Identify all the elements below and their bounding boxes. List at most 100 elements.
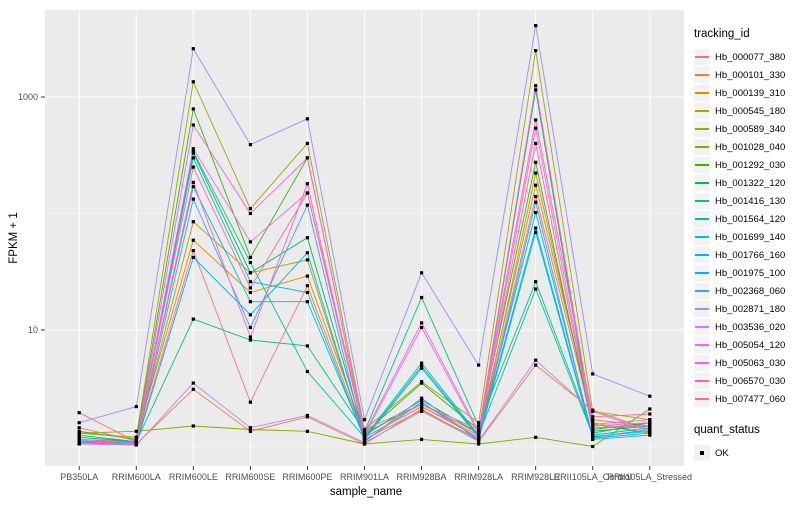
data-point bbox=[591, 372, 595, 376]
data-point bbox=[77, 431, 81, 435]
data-point bbox=[362, 433, 367, 437]
quant-status-legend: quant_status OK bbox=[694, 424, 798, 462]
data-point bbox=[362, 441, 367, 445]
legend-item: Hb_002368_060 bbox=[694, 282, 798, 300]
data-point bbox=[191, 47, 195, 51]
x-tick-label: RRII105LA_Control bbox=[554, 472, 632, 482]
data-point bbox=[648, 412, 652, 416]
line-swatch-icon bbox=[695, 74, 709, 76]
data-point bbox=[591, 431, 595, 435]
legend-item: Hb_001292_030 bbox=[694, 156, 798, 174]
data-point bbox=[534, 200, 538, 204]
line-swatch-icon bbox=[695, 326, 709, 328]
data-point bbox=[248, 271, 252, 275]
legend-item: Hb_007477_060 bbox=[694, 390, 798, 408]
data-point bbox=[477, 439, 481, 443]
data-point bbox=[477, 363, 481, 367]
line-swatch-icon bbox=[695, 308, 709, 310]
data-point bbox=[305, 369, 309, 374]
x-axis-title: sample_name bbox=[329, 486, 403, 498]
legend-key-box bbox=[694, 157, 710, 173]
data-point bbox=[305, 258, 309, 262]
legend-item-label: Hb_001322_120 bbox=[715, 177, 786, 189]
data-point bbox=[248, 260, 252, 265]
legend-key-box bbox=[694, 265, 710, 281]
data-point bbox=[534, 230, 538, 234]
legend-item: Hb_001028_040 bbox=[694, 138, 798, 156]
data-point bbox=[134, 442, 138, 446]
legend-key-box bbox=[694, 229, 710, 245]
legend-item-label: Hb_001292_030 bbox=[715, 159, 786, 171]
data-point bbox=[191, 238, 195, 242]
legend-title-tracking-id: tracking_id bbox=[694, 28, 750, 40]
line-swatch-icon bbox=[695, 92, 709, 94]
x-tick-label: RRIM928LE bbox=[511, 472, 560, 482]
data-point bbox=[248, 286, 252, 290]
data-point bbox=[77, 442, 81, 446]
legend-key-box bbox=[694, 193, 710, 209]
data-point bbox=[248, 211, 252, 216]
data-point bbox=[305, 251, 309, 255]
line-swatch-icon bbox=[695, 362, 709, 364]
data-point bbox=[534, 280, 538, 284]
data-point bbox=[248, 280, 252, 284]
data-point bbox=[420, 366, 424, 370]
data-point bbox=[248, 400, 252, 404]
data-point bbox=[420, 271, 424, 275]
line-swatch-icon bbox=[695, 290, 709, 292]
data-point bbox=[191, 424, 195, 428]
data-point bbox=[134, 405, 138, 409]
data-point bbox=[477, 424, 481, 428]
y-tick-label: 10 bbox=[28, 325, 38, 335]
data-point bbox=[305, 429, 309, 433]
data-point bbox=[648, 421, 652, 425]
data-point bbox=[534, 49, 538, 53]
legend-item: Hb_001564_120 bbox=[694, 210, 798, 228]
data-point bbox=[591, 418, 595, 422]
data-point bbox=[305, 413, 309, 417]
data-point bbox=[534, 171, 538, 175]
data-point bbox=[77, 433, 81, 437]
legend-item: Hb_005063_030 bbox=[694, 354, 798, 372]
legend-key-box bbox=[694, 121, 710, 137]
legend-key-box bbox=[694, 103, 710, 119]
line-swatch-icon bbox=[695, 236, 709, 238]
legend-key-box bbox=[694, 67, 710, 83]
y-axis-title: FPKM + 1 bbox=[8, 212, 20, 264]
data-point bbox=[477, 427, 481, 432]
data-point bbox=[77, 426, 81, 430]
legend-key-box bbox=[694, 247, 710, 263]
data-point bbox=[420, 400, 424, 404]
data-point bbox=[305, 344, 309, 348]
data-point bbox=[534, 84, 538, 88]
legend-item-label: OK bbox=[715, 447, 729, 459]
data-point bbox=[248, 255, 252, 259]
y-tick-label: 1000 bbox=[18, 92, 38, 102]
legend-item-label: Hb_001564_120 bbox=[715, 213, 786, 225]
data-point bbox=[248, 325, 252, 330]
legend-item-label: Hb_000139_310 bbox=[715, 87, 786, 99]
data-point bbox=[591, 422, 595, 426]
data-point bbox=[191, 255, 195, 259]
data-point bbox=[534, 126, 538, 130]
data-point bbox=[534, 287, 538, 291]
point-swatch-icon bbox=[700, 451, 704, 455]
legend-key-box bbox=[694, 355, 710, 371]
data-point bbox=[248, 240, 252, 244]
legend-item-label: Hb_000589_340 bbox=[715, 123, 786, 135]
data-point bbox=[591, 409, 595, 413]
data-point bbox=[534, 183, 538, 187]
data-point bbox=[591, 415, 595, 419]
x-tick-label: RRIM600LE bbox=[169, 472, 218, 482]
x-tick-label: RRIM600LA bbox=[112, 472, 161, 482]
data-point bbox=[534, 226, 538, 230]
data-point bbox=[648, 407, 652, 411]
legend-key-box bbox=[694, 301, 710, 317]
legend-key-box bbox=[694, 319, 710, 335]
legend-item-label: Hb_001699_140 bbox=[715, 231, 786, 243]
data-point bbox=[248, 290, 252, 295]
legend-item: Hb_003536_020 bbox=[694, 318, 798, 336]
data-point bbox=[534, 118, 538, 122]
legend-item: Hb_000589_340 bbox=[694, 120, 798, 138]
data-point bbox=[191, 185, 195, 189]
